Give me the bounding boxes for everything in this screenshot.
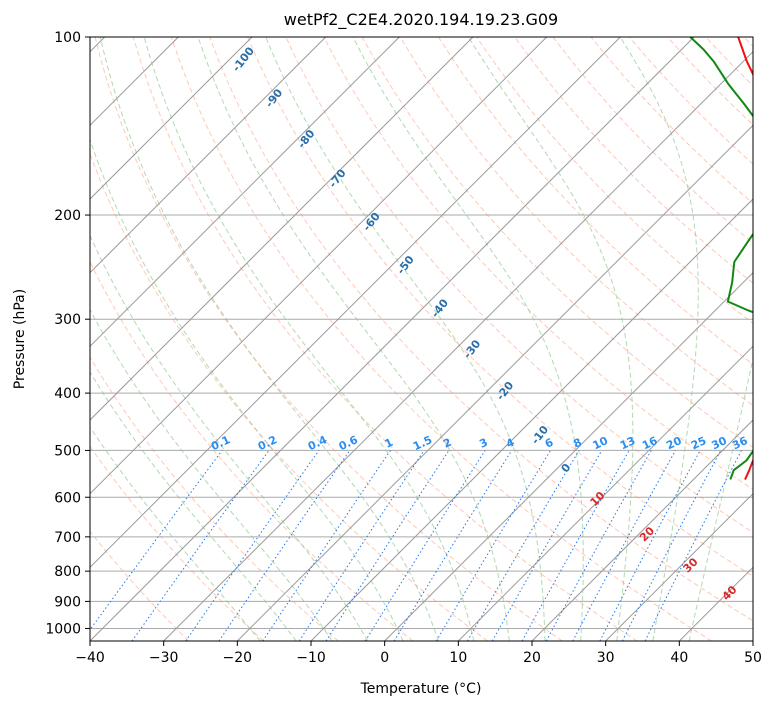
y-tick-label: 100 [54,30,81,46]
mixing-ratio-label: 10 [591,434,611,452]
mixing-ratio-line [545,450,652,641]
mixing-ratio-line [621,450,722,641]
x-tick-label: 0 [380,650,389,666]
dry-adiabat-line [94,37,563,641]
mixing-ratio-label: 13 [618,434,637,452]
x-tick-label: 10 [449,650,467,666]
mixing-ratio-line [298,450,425,641]
isotherm-line [90,37,327,274]
isotherm-line [310,198,753,641]
moist-adiabat-line [352,37,584,641]
mixing-ratio-line [325,450,450,641]
y-tick-label: 900 [54,594,81,610]
dry-adiabat-line [132,37,638,641]
y-tick-label: 1000 [45,621,81,637]
mixing-ratio-labels: 0.1 0.2 0.4 0.6 1 1.5 2 3 4 6 8 10 13 16 20 25 30 36 [209,433,750,453]
y-tick-label: 600 [54,490,81,506]
x-tick-label: −30 [149,650,179,666]
x-tick-label: 30 [597,650,615,666]
x-tick-label: −40 [75,650,105,666]
mixing-ratio-label: 25 [689,434,708,452]
mixing-ratio-label: 16 [640,434,660,452]
x-tick-label: −10 [296,650,326,666]
y-axis-ticks: 100 200 300 400 500 600 700 800 900 1000 [45,30,90,637]
y-tick-label: 400 [54,386,81,402]
dry-adiabat-line [90,152,488,641]
x-axis-label: Temperature (°C) [360,681,482,697]
mixing-ratio-line [90,450,223,631]
mixing-ratio-line [262,450,391,641]
mixing-ratio-line [644,450,742,641]
mixing-ratio-line [218,450,351,641]
moist-adiabat-line [90,308,333,641]
y-tick-label: 300 [54,312,81,328]
mixing-ratio-line [393,450,513,641]
dry-adiabat-line [323,37,753,491]
dry-adiabat-line [438,37,753,365]
x-tick-label: 20 [523,650,541,666]
plot-frame [89,36,754,642]
moist-adiabat-line [619,37,699,641]
x-tick-label: −20 [223,650,253,666]
dry-adiabat-line [247,37,753,577]
mixing-ratio-lines [90,450,742,641]
x-tick-label: 40 [670,650,688,666]
x-tick-label: 50 [744,650,762,666]
isotherm-line [90,37,695,641]
y-tick-label: 500 [54,443,81,459]
isotherm-line [531,419,753,641]
moist-adiabat-line [90,426,261,641]
isotherm-line [90,37,253,200]
chart-title: wetPf2_C2E4.2020.194.19.23.G09 [284,10,558,30]
mixing-ratio-label: 20 [664,434,684,452]
moist-adiabat-line [197,37,510,641]
isotherm-line [90,37,548,495]
moist-adiabat-line [265,37,546,641]
y-tick-label: 800 [54,564,81,580]
dry-adiabat-line [514,37,753,284]
isotherm-gridlines [90,37,753,641]
x-axis-ticks: −40 −30 −20 −10 0 10 20 30 40 50 [75,641,762,666]
isotherm-line [384,271,753,641]
isotherm-line [90,37,400,348]
mixing-ratio-line [131,450,270,641]
isotherm-line [90,37,621,569]
mixing-ratio-label: 36 [730,434,750,452]
dry-adiabat-line [170,37,712,641]
mixing-ratio-line [521,450,630,641]
dewpoint-profile-line [689,37,753,480]
y-axis-label: Pressure (hPa) [12,289,28,389]
dry-adiabat-line [209,37,753,622]
moist-adiabat-line [90,137,404,641]
dry-adiabat-line [90,356,339,641]
moist-adiabat-line [143,37,475,641]
moist-adiabat-line [99,37,439,641]
isotherm-line [236,124,753,641]
moist-adiabat-line [688,356,753,641]
dry-adiabat-line [399,37,753,407]
dry-adiabat-line [90,530,190,641]
mixing-ratio-label: 30 [710,434,730,452]
y-tick-label: 700 [54,530,81,546]
isotherm-line [457,345,753,641]
mixing-ratio-line [185,450,320,641]
y-tick-label: 200 [54,208,81,224]
dry-adiabat-line [90,445,264,641]
mixing-ratio-line [572,450,676,641]
isotherm-line [605,492,753,641]
isotherm-line [163,50,753,641]
isotherm-line [90,37,474,421]
plot-area: 0.1 0.2 0.4 0.6 1 1.5 2 3 4 6 8 10 13 16 20 25 30 36 -100… [90,37,753,641]
profile-series [689,37,753,480]
moist-adiabats [90,37,753,641]
moist-adiabat-line [90,234,369,641]
